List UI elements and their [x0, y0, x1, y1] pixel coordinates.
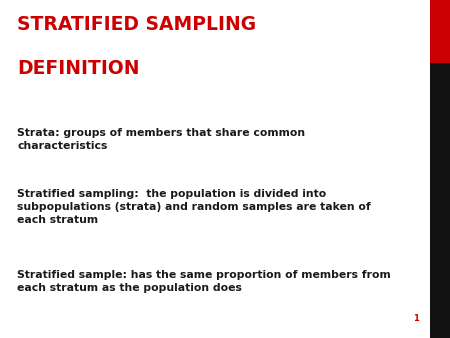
Bar [430, 0, 450, 63]
Text: Strata: groups of members that share common
characteristics: Strata: groups of members that share com… [17, 128, 305, 151]
Text: Stratified sampling:  the population is divided into
subpopulations (strata) and: Stratified sampling: the population is d… [17, 189, 371, 225]
Bar [430, 63, 450, 338]
Text: STRATIFIED SAMPLING: STRATIFIED SAMPLING [17, 15, 256, 34]
Text: 1: 1 [413, 314, 419, 323]
Text: DEFINITION: DEFINITION [17, 59, 140, 78]
Text: Stratified sample: has the same proportion of members from
each stratum as the p: Stratified sample: has the same proporti… [17, 270, 391, 293]
